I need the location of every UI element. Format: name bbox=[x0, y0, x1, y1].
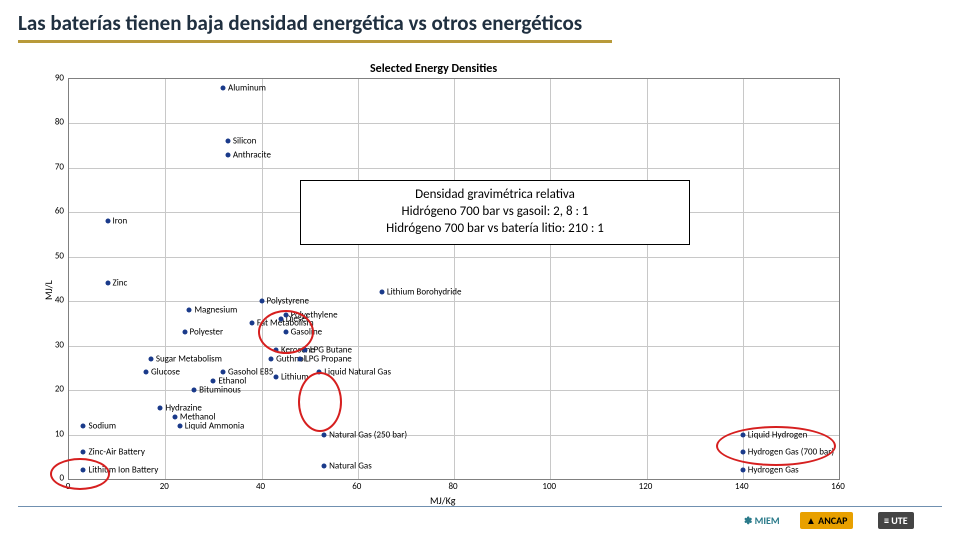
data-point bbox=[298, 357, 303, 362]
footer-divider bbox=[18, 506, 942, 507]
scatter-plot: Lithium Ion BatteryZinc-Air BatterySodiu… bbox=[68, 78, 840, 480]
x-tick: 140 bbox=[735, 481, 749, 492]
data-point bbox=[740, 468, 745, 473]
highlight-ring bbox=[50, 458, 110, 490]
highlight-ring bbox=[716, 426, 836, 466]
callout-line: Hidrógeno 700 bar vs batería litio: 210 … bbox=[315, 221, 675, 238]
x-tick: 160 bbox=[831, 481, 845, 492]
data-point bbox=[81, 423, 86, 428]
data-point-label: Natural Gas bbox=[329, 460, 372, 471]
data-point bbox=[322, 463, 327, 468]
data-point bbox=[144, 370, 149, 375]
data-point bbox=[322, 432, 327, 437]
data-point-label: Lithium Borohydride bbox=[387, 287, 462, 298]
data-point bbox=[249, 321, 254, 326]
data-point-label: Liquid Natural Gas bbox=[324, 367, 391, 378]
data-point-label: LPG Butane bbox=[310, 345, 352, 356]
data-point bbox=[105, 281, 110, 286]
data-point bbox=[177, 423, 182, 428]
data-point bbox=[182, 330, 187, 335]
x-tick: 20 bbox=[160, 481, 169, 492]
data-point-label: Sugar Metabolism bbox=[156, 354, 222, 365]
data-point bbox=[211, 379, 216, 384]
y-tick: 70 bbox=[46, 161, 64, 172]
data-point bbox=[225, 152, 230, 157]
chart-title: Selected Energy Densities bbox=[370, 62, 497, 76]
data-point bbox=[269, 357, 274, 362]
data-point bbox=[192, 388, 197, 393]
callout-line: Densidad gravimétrica relativa bbox=[315, 187, 675, 204]
data-point bbox=[172, 414, 177, 419]
data-point-label: Aluminum bbox=[228, 82, 266, 93]
data-point bbox=[81, 450, 86, 455]
data-point bbox=[273, 374, 278, 379]
data-point-label: Magnesium bbox=[194, 305, 237, 316]
y-tick: 90 bbox=[46, 73, 64, 84]
data-point bbox=[105, 219, 110, 224]
y-tick: 80 bbox=[46, 117, 64, 128]
ancap-logo: ▲ ANCAP bbox=[800, 512, 853, 529]
data-point bbox=[221, 370, 226, 375]
y-tick: 50 bbox=[46, 250, 64, 261]
data-point-label: Natural Gas (250 bar) bbox=[329, 429, 407, 440]
data-point-label: Silicon bbox=[233, 136, 257, 147]
x-tick: 60 bbox=[352, 481, 361, 492]
highlight-ring bbox=[298, 372, 342, 432]
y-tick: 40 bbox=[46, 295, 64, 306]
y-tick: 60 bbox=[46, 206, 64, 217]
data-point-label: Sodium bbox=[88, 420, 116, 431]
data-point bbox=[221, 85, 226, 90]
callout-box: Densidad gravimétrica relativaHidrógeno … bbox=[300, 180, 690, 245]
data-point-label: Methanol bbox=[180, 411, 216, 422]
y-tick: 30 bbox=[46, 339, 64, 350]
y-tick: 20 bbox=[46, 384, 64, 395]
data-point-label: Anthracite bbox=[233, 149, 271, 160]
x-tick: 80 bbox=[448, 481, 457, 492]
data-point-label: Polyester bbox=[190, 327, 224, 338]
callout-line: Hidrógeno 700 bar vs gasoil: 2, 8 : 1 bbox=[315, 204, 675, 221]
miem-logo: ✽ MIEM bbox=[738, 512, 786, 529]
data-point bbox=[158, 405, 163, 410]
title-underline bbox=[18, 40, 612, 43]
data-point-label: Glucose bbox=[151, 367, 180, 378]
ute-logo: ≡ UTE bbox=[878, 512, 914, 529]
data-point-label: Iron bbox=[113, 216, 128, 227]
data-point bbox=[225, 139, 230, 144]
data-point-label: Zinc bbox=[113, 278, 128, 289]
highlight-ring bbox=[258, 310, 314, 354]
data-point bbox=[148, 357, 153, 362]
slide-title: Las baterías tienen baja densidad energé… bbox=[18, 10, 582, 36]
x-tick: 100 bbox=[542, 481, 556, 492]
data-point-label: Hydrogen Gas bbox=[748, 465, 799, 476]
data-point bbox=[259, 299, 264, 304]
data-point-label: Gasohol E85 bbox=[228, 367, 273, 378]
x-tick: 40 bbox=[256, 481, 265, 492]
data-point bbox=[379, 290, 384, 295]
x-tick: 120 bbox=[639, 481, 653, 492]
data-point-label: Zinc-Air Battery bbox=[88, 447, 144, 458]
data-point-label: Polystyrene bbox=[267, 296, 309, 307]
y-tick: 10 bbox=[46, 428, 64, 439]
data-point bbox=[187, 308, 192, 313]
